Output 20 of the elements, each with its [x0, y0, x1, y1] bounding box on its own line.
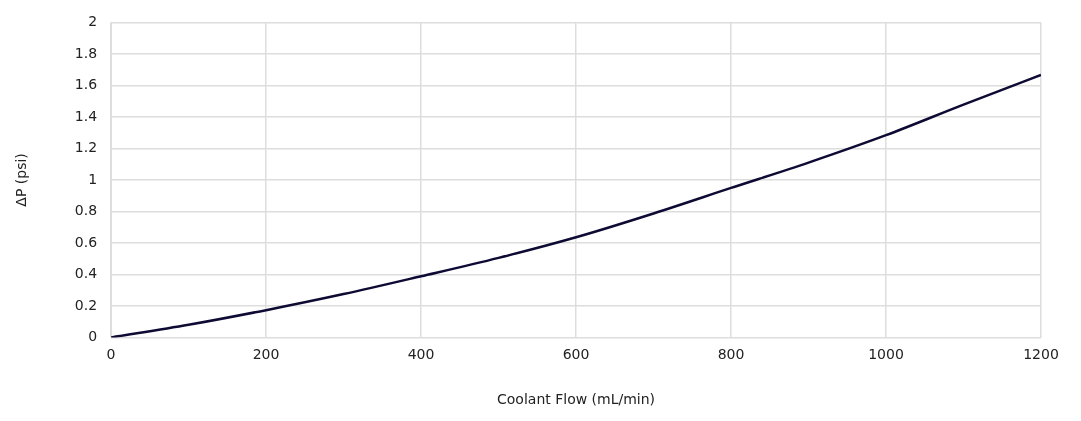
- y-tick-label: 0: [88, 328, 98, 345]
- y-tick-label: 1.2: [74, 139, 98, 156]
- y-axis-title: ΔP (psi): [13, 153, 30, 207]
- x-axis-title: Coolant Flow (mL/min): [496, 391, 656, 408]
- x-tick-label: 1200: [1023, 346, 1059, 363]
- x-tick-label: 800: [717, 346, 745, 363]
- y-tick-label: 2: [88, 13, 98, 30]
- y-tick-label: 1.6: [74, 76, 98, 93]
- x-tick-label: 600: [562, 346, 590, 363]
- y-tick-label: 1.8: [74, 44, 98, 61]
- x-tick-label: 0: [106, 346, 116, 363]
- x-tick-label: 200: [252, 346, 280, 363]
- y-tick-label: 0.2: [74, 296, 98, 313]
- y-tick-label: 0.8: [74, 202, 98, 219]
- y-tick-label: 1.4: [74, 107, 98, 124]
- x-tick-label: 1000: [868, 346, 904, 363]
- y-tick-label: 1: [88, 170, 98, 187]
- y-tick-label: 0.4: [74, 265, 98, 282]
- y-tick-label: 0.6: [74, 233, 98, 250]
- x-tick-label: 400: [407, 346, 435, 363]
